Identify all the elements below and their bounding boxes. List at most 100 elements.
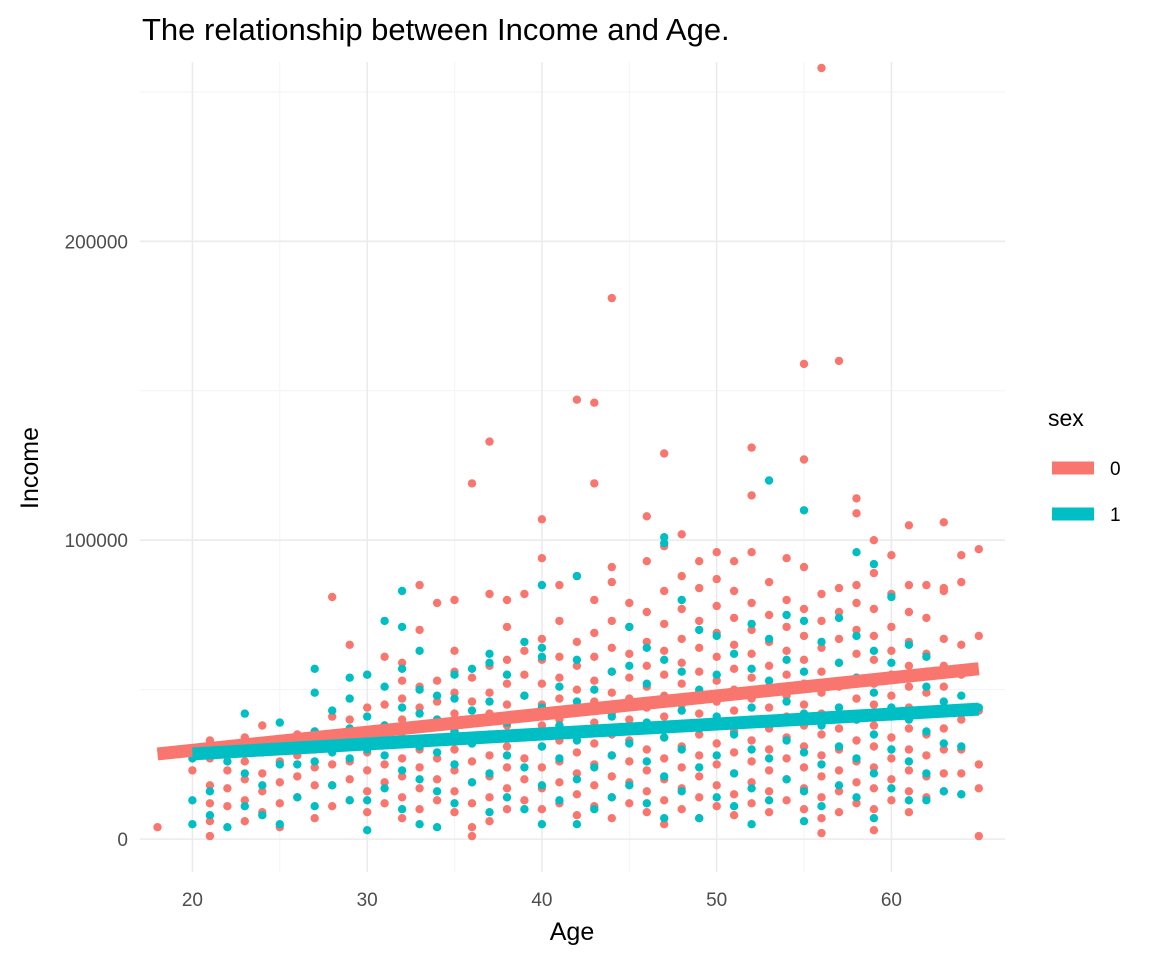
data-point — [520, 691, 529, 700]
data-point — [904, 521, 914, 530]
data-point — [293, 772, 302, 781]
data-point — [188, 796, 197, 805]
data-point — [502, 655, 512, 664]
data-point — [887, 592, 896, 602]
data-point — [415, 685, 424, 694]
data-point — [432, 787, 442, 796]
data-point — [729, 769, 739, 778]
data-point — [695, 667, 704, 676]
data-point — [572, 769, 582, 778]
data-point — [240, 775, 249, 784]
data-point — [590, 739, 599, 748]
data-point — [677, 658, 686, 667]
data-point — [537, 515, 547, 524]
data-point — [677, 787, 686, 796]
data-point — [887, 775, 896, 784]
data-point — [397, 715, 407, 724]
data-point — [712, 631, 721, 641]
data-point — [817, 616, 826, 626]
data-point — [310, 814, 319, 823]
data-point — [677, 634, 686, 644]
data-point — [764, 476, 774, 485]
data-point — [275, 799, 284, 808]
data-point — [887, 733, 896, 742]
data-point — [258, 811, 267, 820]
data-point — [415, 775, 424, 784]
data-point — [799, 562, 809, 572]
data-point — [729, 811, 739, 820]
data-point — [590, 595, 599, 605]
data-point — [852, 625, 861, 635]
data-point — [817, 793, 826, 802]
data-point — [485, 437, 494, 446]
data-point — [642, 679, 651, 688]
data-point — [240, 817, 249, 826]
data-point — [904, 640, 914, 649]
data-point — [660, 655, 669, 664]
data-point — [852, 494, 861, 503]
data-point — [240, 802, 249, 811]
data-point — [607, 577, 616, 587]
data-point — [660, 796, 669, 805]
data-point — [695, 751, 704, 760]
data-point — [572, 395, 582, 404]
data-point — [537, 820, 547, 829]
data-point — [974, 760, 983, 769]
data-point — [572, 790, 582, 799]
data-point — [397, 793, 407, 802]
y-tick-label: 100000 — [65, 531, 128, 552]
data-point — [205, 831, 215, 841]
legend-entries: 01 — [1052, 459, 1121, 526]
data-point — [397, 658, 407, 667]
data-point — [520, 805, 529, 814]
data-point — [625, 739, 634, 748]
data-point — [223, 757, 232, 766]
data-point — [345, 775, 354, 784]
data-point — [922, 727, 931, 736]
data-point — [415, 625, 424, 635]
data-point — [363, 670, 372, 679]
data-point — [660, 539, 669, 548]
data-point — [695, 583, 704, 593]
data-point — [695, 763, 704, 772]
data-point — [939, 583, 948, 593]
data-point — [834, 766, 844, 775]
data-point — [607, 793, 616, 802]
data-point — [887, 745, 896, 754]
data-point — [747, 664, 756, 673]
data-point — [782, 655, 791, 664]
data-point — [537, 554, 547, 563]
chart-title: The relationship between Income and Age. — [142, 12, 730, 47]
data-point — [450, 595, 459, 605]
data-point — [764, 766, 774, 775]
data-point — [782, 754, 791, 763]
data-point — [642, 643, 651, 652]
data-point — [450, 709, 459, 718]
data-point — [188, 766, 197, 775]
data-point — [537, 763, 547, 772]
data-point — [537, 652, 547, 661]
data-point — [450, 787, 459, 796]
data-point — [677, 667, 686, 676]
data-point — [782, 554, 791, 563]
data-point — [310, 664, 319, 673]
data-point — [817, 828, 826, 838]
data-point — [677, 571, 686, 581]
data-point — [450, 694, 459, 703]
fit-line-0 — [156, 662, 980, 761]
data-point — [328, 781, 337, 790]
data-point — [799, 667, 809, 676]
data-point — [485, 751, 494, 760]
data-point — [817, 637, 826, 647]
data-point — [799, 817, 809, 826]
data-point — [415, 763, 424, 772]
data-point — [922, 652, 931, 661]
data-point — [729, 613, 739, 623]
data-point — [922, 613, 931, 623]
data-point — [869, 784, 879, 793]
data-point — [642, 661, 651, 670]
data-point — [415, 646, 424, 655]
data-point — [223, 802, 232, 811]
x-tick-label: 20 — [182, 890, 203, 911]
data-point — [555, 616, 564, 626]
